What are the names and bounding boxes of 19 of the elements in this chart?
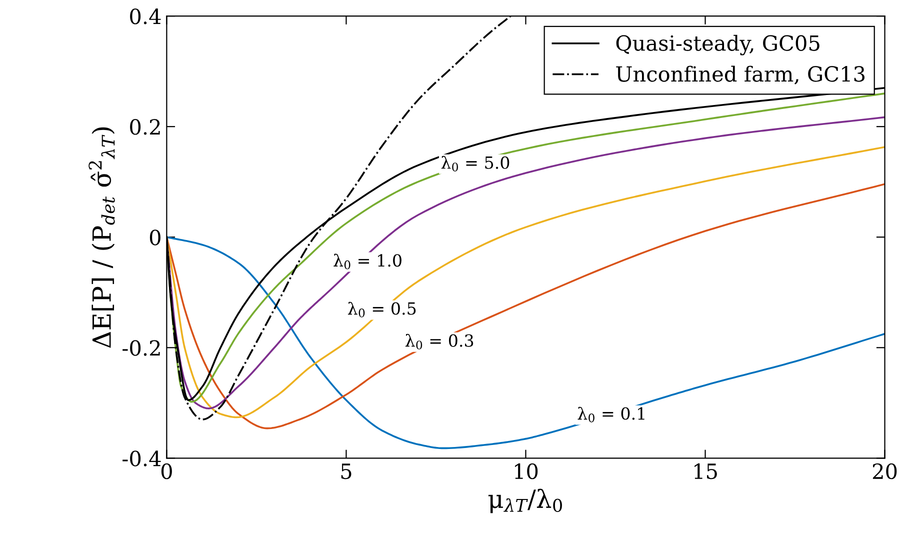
annotation: λ$_{0}$ = 1.0	[334, 254, 402, 270]
x-axis-title: μ$_{λT}$/λ$_{0}$	[488, 488, 562, 514]
y-tick-label: -0.4	[122, 450, 161, 466]
legend-label: Unconfined farm, GC13	[616, 66, 864, 84]
legend-label: Quasi-steady, GC05	[616, 34, 820, 56]
x-tick-label: 15	[694, 463, 717, 480]
y-tick-label: -0.2	[122, 340, 160, 356]
annotation: λ$_{0}$ = 5.0	[441, 156, 510, 172]
y-axis-title: ΔE[P] / (P$_{det}$ σ̂$^{2}$$_{λT}$)	[88, 127, 115, 348]
x-tick-label: 5	[341, 464, 352, 480]
y-tick-label: 0.4	[130, 8, 161, 24]
annotation: λ$_{0}$ = 0.3	[405, 334, 474, 350]
y-tick-label: 0	[150, 230, 160, 246]
y-tick-label: 0.2	[130, 119, 160, 135]
x-tick-label: 10	[515, 463, 538, 480]
x-tick-label: 0	[161, 463, 172, 480]
annotation: λ$_{0}$ = 0.5	[348, 302, 416, 318]
x-tick-label: 20	[872, 463, 897, 480]
annotation: λ$_{0}$ = 0.1	[578, 406, 644, 422]
